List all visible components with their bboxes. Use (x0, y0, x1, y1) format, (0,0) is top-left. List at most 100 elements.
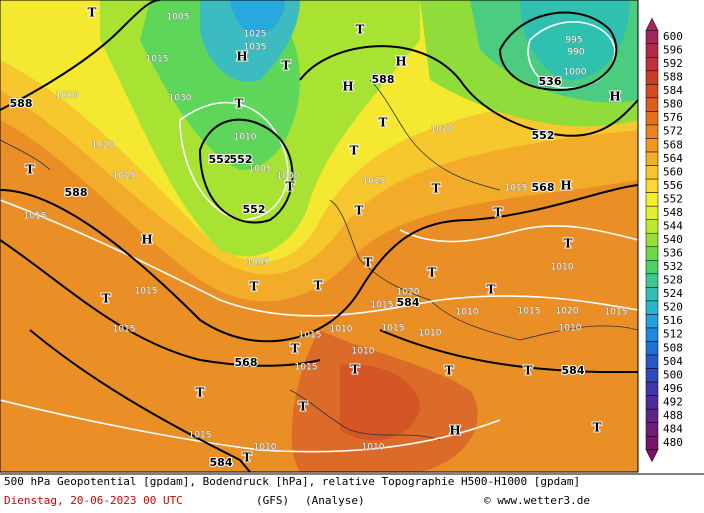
colorbar-segment (645, 84, 659, 99)
isobar-label: 1020 (431, 125, 454, 135)
colorbar-segment (645, 192, 659, 207)
isobar-label: 1010 (362, 443, 385, 453)
colorbar-label: 576 (663, 111, 683, 124)
pressure-center: T (432, 182, 441, 196)
pressure-center: T (350, 144, 359, 158)
colorbar-segment (645, 408, 659, 423)
isobar-label: 1010 (234, 133, 257, 143)
geopotential-label: 584 (397, 296, 420, 309)
colorbar-label: 584 (663, 84, 683, 97)
isobar-label: 1015 (299, 331, 322, 341)
isobar-label: 1015 (518, 307, 541, 317)
colorbar-label: 500 (663, 368, 683, 381)
geopotential-label: 552 (209, 153, 232, 166)
colorbar-label: 496 (663, 382, 683, 395)
pressure-center: H (560, 179, 571, 193)
pressure-center: T (494, 206, 503, 220)
isobar-label: 1010 (551, 263, 574, 273)
colorbar-segment (645, 178, 659, 193)
footer-date: Dienstag, 20-06-2023 00 UTC (4, 494, 183, 507)
colorbar-segment (645, 246, 659, 261)
geopotential-contours (0, 0, 639, 473)
isobar-label: 1030 (169, 94, 192, 104)
isobar-label: 1020 (92, 141, 115, 151)
colorbar-segment (645, 435, 659, 451)
isobar-label: 1025 (244, 30, 267, 40)
footer-copyright: © www.wetter3.de (484, 494, 590, 507)
pressure-center: T (243, 451, 252, 465)
isobar-label: 1035 (244, 43, 267, 53)
colorbar-arrow-bottom (645, 449, 659, 463)
pressure-center: T (593, 421, 602, 435)
colorbar-segment (645, 138, 659, 153)
colorbar-label: 520 (663, 301, 683, 314)
pressure-center: T (88, 6, 97, 20)
colorbar-segment (645, 57, 659, 72)
colorbar-segment (645, 300, 659, 315)
isobar-label: 1010 (456, 308, 479, 318)
colorbar-label: 484 (663, 422, 683, 435)
isobar-label: 1015 (113, 172, 136, 182)
geopotential-label: 588 (65, 186, 88, 199)
pressure-center: H (141, 233, 152, 247)
geopotential-label: 568 (532, 181, 555, 194)
colorbar-label: 516 (663, 314, 683, 327)
colorbar-segment (645, 205, 659, 220)
isobar-label: 1005 (249, 165, 272, 175)
pressure-center: H (342, 80, 353, 94)
colorbar-label: 600 (663, 30, 683, 43)
colorbar-label: 596 (663, 44, 683, 57)
geopotential-label: 584 (210, 456, 233, 469)
map-frame (0, 0, 639, 473)
geopotential-label: 584 (562, 364, 585, 377)
isobar-label: 1005 (167, 13, 190, 23)
pressure-center: T (235, 97, 244, 111)
colorbar-segment (645, 219, 659, 234)
colorbar: 6005965925885845805765725685645605565525… (645, 17, 683, 463)
colorbar-segment (645, 232, 659, 248)
map-background (0, 0, 638, 472)
isobar-label: 1015 (146, 55, 169, 65)
isobar-label: 1020 (56, 91, 79, 101)
footer-model: (GFS) (256, 494, 289, 507)
isobar-label: 990 (567, 48, 584, 58)
pressure-center: T (379, 116, 388, 130)
pressure-center: H (449, 424, 460, 438)
colorbar-label: 592 (663, 57, 683, 70)
isobar-label: 1020 (556, 307, 579, 317)
isobar-label: 1010 (254, 443, 277, 453)
isobar-label: 1010 (559, 324, 582, 334)
colorbar-segment (645, 314, 659, 329)
footer-description: 500 hPa Geopotential [gpdam], Bodendruck… (4, 475, 580, 488)
isobar-label: 1000 (564, 68, 587, 78)
geopotential-label: 588 (372, 73, 395, 86)
pressure-center: T (196, 386, 205, 400)
colorbar-segment (645, 151, 659, 166)
colorbar-segment (645, 381, 659, 396)
isobar-label: 995 (565, 36, 582, 46)
colorbar-label: 544 (663, 219, 683, 232)
colorbar-segment (645, 354, 659, 369)
colorbar-segment (645, 341, 659, 356)
colorbar-segment (645, 395, 659, 410)
coastlines (0, 79, 639, 441)
colorbar-label: 572 (663, 125, 683, 138)
colorbar-label: 540 (663, 233, 683, 246)
isobar-label: 1015 (505, 184, 528, 194)
isobar-label: 1005 (247, 258, 270, 268)
colorbar-label: 560 (663, 165, 683, 178)
colorbar-segment (645, 29, 659, 45)
pressure-center: T (487, 283, 496, 297)
colorbar-label: 508 (663, 341, 683, 354)
colorbar-label: 588 (663, 71, 683, 84)
colorbar-arrow-top (645, 17, 659, 31)
colorbar-segment (645, 327, 659, 342)
colorbar-segment (645, 165, 659, 180)
colorbar-label: 532 (663, 260, 683, 273)
pressure-center: T (364, 256, 373, 270)
isobar-label: 1015 (135, 287, 158, 297)
colorbar-label: 580 (663, 98, 683, 111)
